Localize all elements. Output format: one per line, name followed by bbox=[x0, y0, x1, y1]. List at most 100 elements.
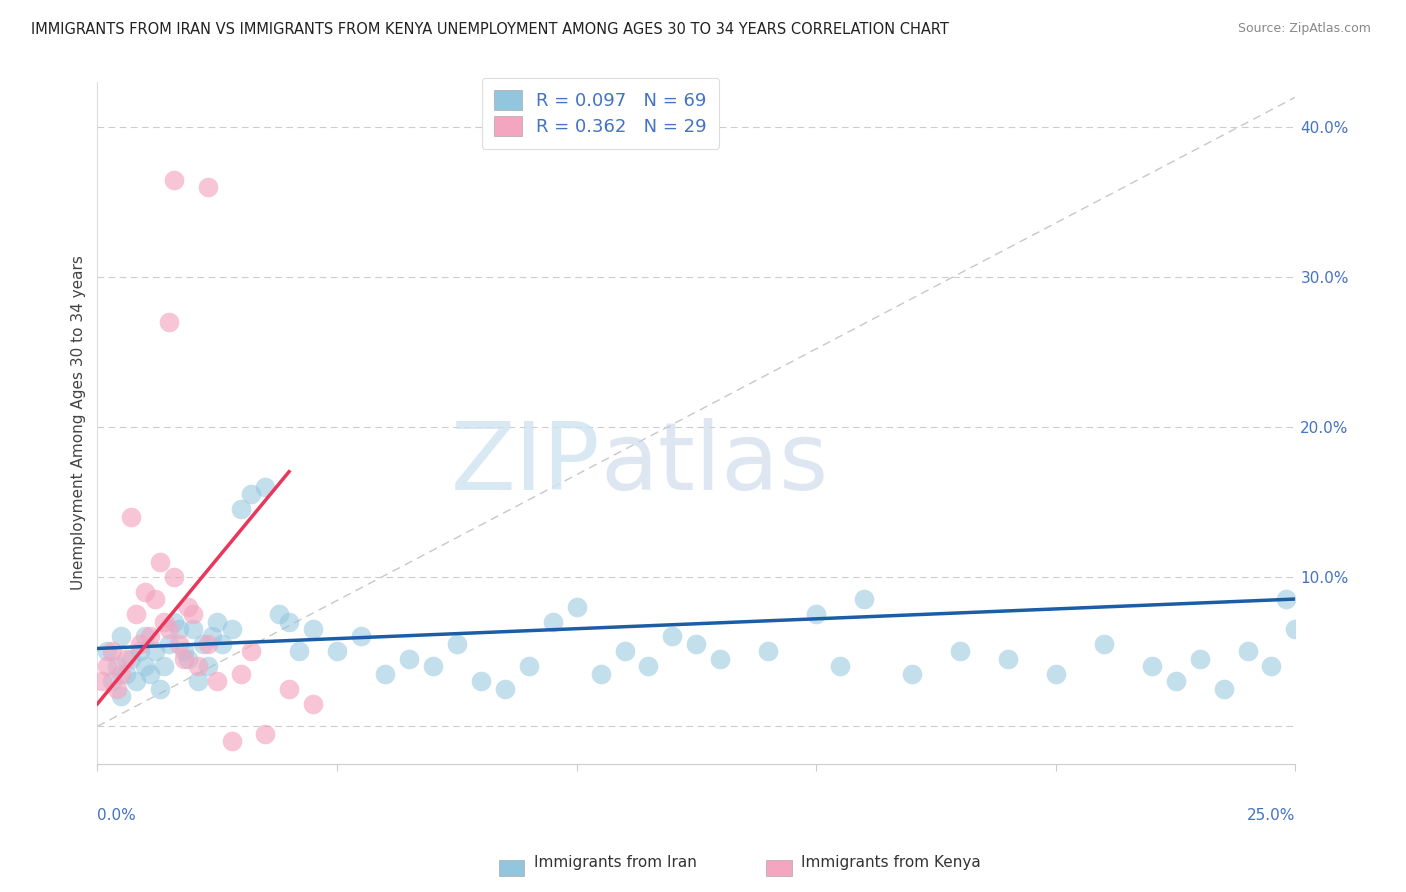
Point bbox=[197, 659, 219, 673]
Point bbox=[422, 659, 444, 673]
Point bbox=[100, 674, 122, 689]
Point bbox=[105, 681, 128, 696]
Point bbox=[120, 509, 142, 524]
Point bbox=[125, 607, 148, 621]
Text: Immigrants from Kenya: Immigrants from Kenya bbox=[801, 855, 981, 870]
Point bbox=[254, 480, 277, 494]
Point bbox=[637, 659, 659, 673]
Point bbox=[853, 592, 876, 607]
Y-axis label: Unemployment Among Ages 30 to 34 years: Unemployment Among Ages 30 to 34 years bbox=[72, 255, 86, 591]
Point bbox=[1212, 681, 1234, 696]
Point bbox=[96, 644, 118, 658]
Point bbox=[157, 622, 180, 636]
Point bbox=[446, 637, 468, 651]
Point bbox=[153, 659, 176, 673]
Point bbox=[197, 637, 219, 651]
Point bbox=[949, 644, 972, 658]
Point bbox=[115, 652, 138, 666]
Point bbox=[153, 615, 176, 629]
Point bbox=[1275, 592, 1298, 607]
Point bbox=[181, 622, 204, 636]
Point bbox=[211, 637, 233, 651]
Point bbox=[173, 652, 195, 666]
Point bbox=[181, 607, 204, 621]
Point bbox=[129, 644, 152, 658]
Point bbox=[91, 674, 114, 689]
Point bbox=[302, 622, 325, 636]
Point bbox=[494, 681, 516, 696]
Point bbox=[541, 615, 564, 629]
Point bbox=[685, 637, 707, 651]
Point bbox=[287, 644, 309, 658]
Text: 0.0%: 0.0% bbox=[97, 808, 136, 823]
Point bbox=[120, 652, 142, 666]
Point bbox=[177, 599, 200, 614]
Point bbox=[756, 644, 779, 658]
Point bbox=[139, 630, 162, 644]
Point bbox=[125, 674, 148, 689]
Point bbox=[197, 180, 219, 194]
Legend: R = 0.097   N = 69, R = 0.362   N = 29: R = 0.097 N = 69, R = 0.362 N = 29 bbox=[482, 78, 720, 149]
Point bbox=[191, 637, 214, 651]
Point bbox=[997, 652, 1019, 666]
Point bbox=[278, 615, 301, 629]
Point bbox=[115, 667, 138, 681]
Point bbox=[143, 592, 166, 607]
Point bbox=[661, 630, 683, 644]
Point bbox=[901, 667, 924, 681]
Point bbox=[187, 674, 209, 689]
Point bbox=[517, 659, 540, 673]
Point bbox=[239, 644, 262, 658]
Point bbox=[302, 697, 325, 711]
Point bbox=[205, 674, 228, 689]
Point bbox=[565, 599, 588, 614]
Point bbox=[143, 644, 166, 658]
Point bbox=[134, 584, 156, 599]
Point bbox=[163, 172, 186, 186]
Point bbox=[110, 667, 132, 681]
Point bbox=[129, 637, 152, 651]
Text: ZIP: ZIP bbox=[451, 417, 600, 510]
Point bbox=[1188, 652, 1211, 666]
Point bbox=[254, 727, 277, 741]
Text: Immigrants from Iran: Immigrants from Iran bbox=[534, 855, 697, 870]
Point bbox=[1140, 659, 1163, 673]
Point bbox=[96, 659, 118, 673]
Point bbox=[1092, 637, 1115, 651]
Point bbox=[205, 615, 228, 629]
Point bbox=[100, 644, 122, 658]
Text: IMMIGRANTS FROM IRAN VS IMMIGRANTS FROM KENYA UNEMPLOYMENT AMONG AGES 30 TO 34 Y: IMMIGRANTS FROM IRAN VS IMMIGRANTS FROM … bbox=[31, 22, 949, 37]
Text: Source: ZipAtlas.com: Source: ZipAtlas.com bbox=[1237, 22, 1371, 36]
Point bbox=[806, 607, 828, 621]
Point bbox=[613, 644, 636, 658]
Point bbox=[149, 555, 172, 569]
Point bbox=[830, 659, 852, 673]
Point bbox=[1236, 644, 1258, 658]
Point bbox=[221, 734, 243, 748]
Point bbox=[589, 667, 612, 681]
Point bbox=[110, 690, 132, 704]
Point bbox=[110, 630, 132, 644]
Text: atlas: atlas bbox=[600, 417, 828, 510]
Point bbox=[1260, 659, 1282, 673]
Point bbox=[1284, 622, 1306, 636]
Point bbox=[229, 502, 252, 516]
Point bbox=[1045, 667, 1067, 681]
Point bbox=[229, 667, 252, 681]
Point bbox=[167, 622, 190, 636]
Point bbox=[139, 667, 162, 681]
Point bbox=[709, 652, 731, 666]
Text: 25.0%: 25.0% bbox=[1247, 808, 1295, 823]
Point bbox=[221, 622, 243, 636]
Point bbox=[163, 569, 186, 583]
Point bbox=[163, 615, 186, 629]
Point bbox=[177, 652, 200, 666]
Point bbox=[269, 607, 291, 621]
Point bbox=[157, 637, 180, 651]
Point bbox=[278, 681, 301, 696]
Point bbox=[398, 652, 420, 666]
Point bbox=[326, 644, 349, 658]
Point bbox=[201, 630, 224, 644]
Point bbox=[173, 644, 195, 658]
Point bbox=[105, 659, 128, 673]
